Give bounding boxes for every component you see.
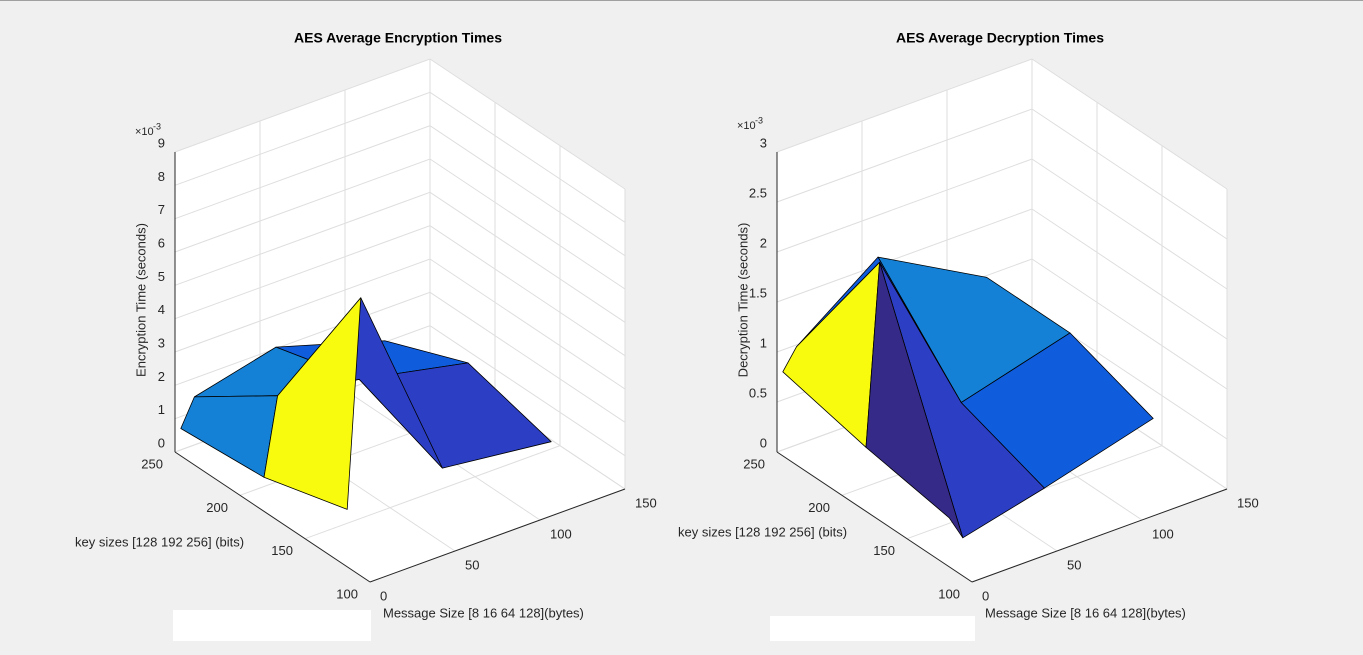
x-axis <box>971 488 1228 583</box>
y-tick-label: 250 <box>141 456 163 471</box>
z-tick-label: 0.5 <box>749 385 767 400</box>
z-tick-label: 2 <box>158 369 165 384</box>
z-tick-label: 5 <box>158 269 165 284</box>
z-tick-label: 1 <box>760 335 767 350</box>
y-axis-label: key sizes [128 192 256] (bits) <box>75 534 244 549</box>
z-tick-label: 0 <box>760 435 767 450</box>
x-tick-label: 100 <box>550 526 572 541</box>
chart-title: AES Average Encryption Times <box>294 30 502 46</box>
z-tick-label: 3 <box>760 135 767 150</box>
z-multiplier: ×10 <box>135 126 154 138</box>
y-tick-label: 100 <box>938 586 960 601</box>
z-tick-label: 7 <box>158 202 165 217</box>
y-axis <box>174 451 371 583</box>
blank-box <box>173 610 371 641</box>
z-tick-label: 3 <box>158 335 165 350</box>
z-axis-label: Decryption Time (seconds) <box>735 223 750 378</box>
x-axis-label: Message Size [8 16 64 128](bytes) <box>383 605 584 620</box>
surface-face <box>865 261 964 539</box>
y-tick-label: 150 <box>271 543 293 558</box>
x-axis-label: Message Size [8 16 64 128](bytes) <box>985 605 1186 620</box>
x-tick-label: 150 <box>635 495 657 510</box>
surface-face <box>263 297 362 510</box>
z-tick-label: 2.5 <box>749 185 767 200</box>
z-multiplier: ×10 <box>737 120 756 132</box>
x-tick-label: 0 <box>982 588 989 603</box>
z-tick-label: 1 <box>158 402 165 417</box>
z-exponent: -3 <box>755 115 763 125</box>
x-tick-label: 150 <box>1237 495 1259 510</box>
y-tick-label: 250 <box>743 456 765 471</box>
y-axis-label: key sizes [128 192 256] (bits) <box>678 524 847 539</box>
blank-box <box>770 616 975 641</box>
y-tick-label: 200 <box>808 500 830 515</box>
y-tick-label: 200 <box>206 500 228 515</box>
y-tick-label: 100 <box>336 586 358 601</box>
x-tick-label: 50 <box>465 557 479 572</box>
x-tick-label: 100 <box>1152 526 1174 541</box>
z-tick-label: 9 <box>158 135 165 150</box>
y-tick-label: 150 <box>873 543 895 558</box>
y-grid-line <box>304 145 561 540</box>
z-axis-label: Encryption Time (seconds) <box>133 223 148 377</box>
z-tick-label: 1.5 <box>749 285 767 300</box>
z-exponent: -3 <box>153 121 161 131</box>
x-tick-label: 0 <box>380 588 387 603</box>
z-tick-label: 8 <box>158 169 165 184</box>
z-tick-label: 2 <box>760 235 767 250</box>
chart-title: AES Average Decryption Times <box>896 30 1104 46</box>
y-axis <box>776 451 973 583</box>
z-tick-label: 0 <box>158 435 165 450</box>
x-tick-label: 50 <box>1067 557 1081 572</box>
z-tick-label: 6 <box>158 235 165 250</box>
x-axis <box>369 488 626 583</box>
top-border <box>0 0 1363 1</box>
z-tick-label: 4 <box>158 302 165 317</box>
